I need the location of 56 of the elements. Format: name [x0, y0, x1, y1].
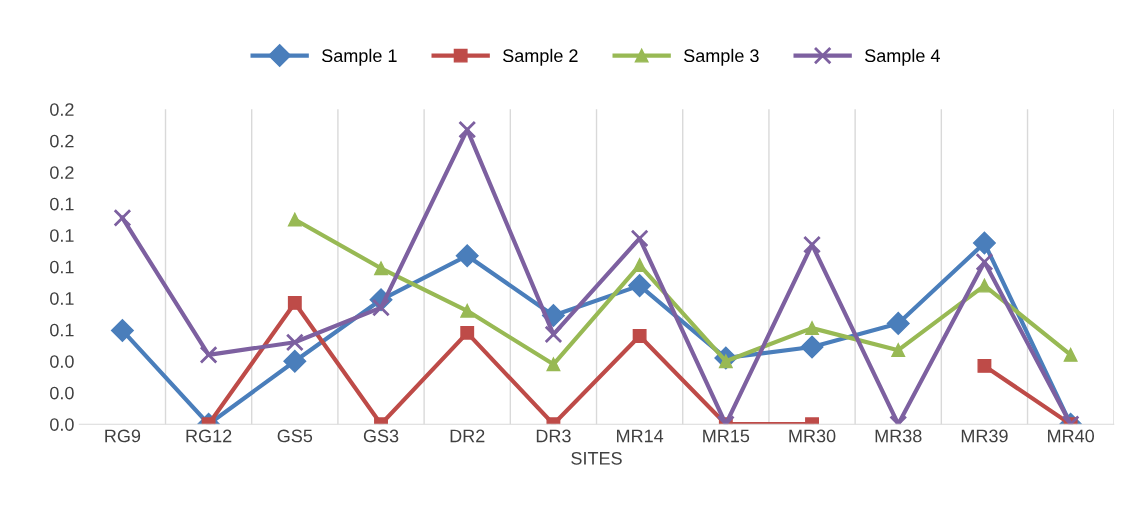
x-tick-label: DR3 [536, 429, 571, 443]
point [199, 345, 218, 364]
x-tick-label: MR14 [617, 429, 664, 443]
x-tick-label: RG9 [105, 429, 141, 443]
point [287, 295, 302, 310]
y-tick-label: 0.1 [50, 229, 74, 242]
point [975, 252, 994, 271]
y-tick-label: 0.2 [50, 103, 74, 116]
y-tick-label: 0.0 [50, 355, 74, 368]
legend-label: Sample 4 [865, 48, 940, 66]
point [800, 335, 824, 359]
x-tick-label: MR30 [789, 429, 836, 443]
y-tick-label: 0.1 [50, 260, 74, 274]
y-tick-label: 0.0 [50, 418, 74, 431]
x-tick-label: DR2 [450, 429, 485, 443]
y-tick-label: 0.2 [50, 166, 74, 179]
x-tick-label: MR15 [703, 429, 750, 443]
point [283, 349, 307, 373]
point [460, 325, 475, 340]
point [113, 208, 132, 227]
point [628, 274, 652, 298]
y-tick-label: 0.1 [50, 197, 74, 211]
point [460, 303, 475, 318]
x-tick-label: GS3 [363, 429, 399, 443]
y-tick-label: 0.0 [50, 386, 74, 400]
point [544, 325, 563, 344]
legend-label: Sample 2 [503, 48, 578, 66]
point [803, 235, 822, 254]
point [805, 321, 819, 336]
point [285, 333, 304, 352]
legend-label: Sample 3 [684, 48, 759, 66]
x-tick-label: MR39 [961, 429, 1008, 443]
point [546, 357, 561, 372]
point [630, 229, 649, 248]
point [891, 343, 906, 358]
x-tick-label: GS5 [277, 429, 313, 443]
y-tick-label: 0.1 [50, 292, 74, 305]
point [972, 231, 996, 255]
point [110, 318, 134, 342]
point [977, 278, 992, 293]
point [632, 329, 647, 343]
x-tick-label: RG12 [186, 429, 232, 443]
point [371, 298, 391, 317]
point [287, 212, 302, 227]
y-tick-label: 0.1 [50, 323, 74, 337]
point [455, 244, 479, 268]
point [374, 261, 388, 276]
y-tick-label: 0.2 [50, 134, 74, 148]
point [886, 311, 910, 335]
point [1063, 347, 1078, 362]
legend-label: Sample 1 [322, 48, 397, 66]
point [632, 258, 647, 273]
x-tick-label: MR38 [875, 429, 922, 443]
x-axis-title: SITES [571, 451, 622, 465]
point [977, 358, 992, 373]
x-tick-label: MR40 [1048, 429, 1095, 443]
